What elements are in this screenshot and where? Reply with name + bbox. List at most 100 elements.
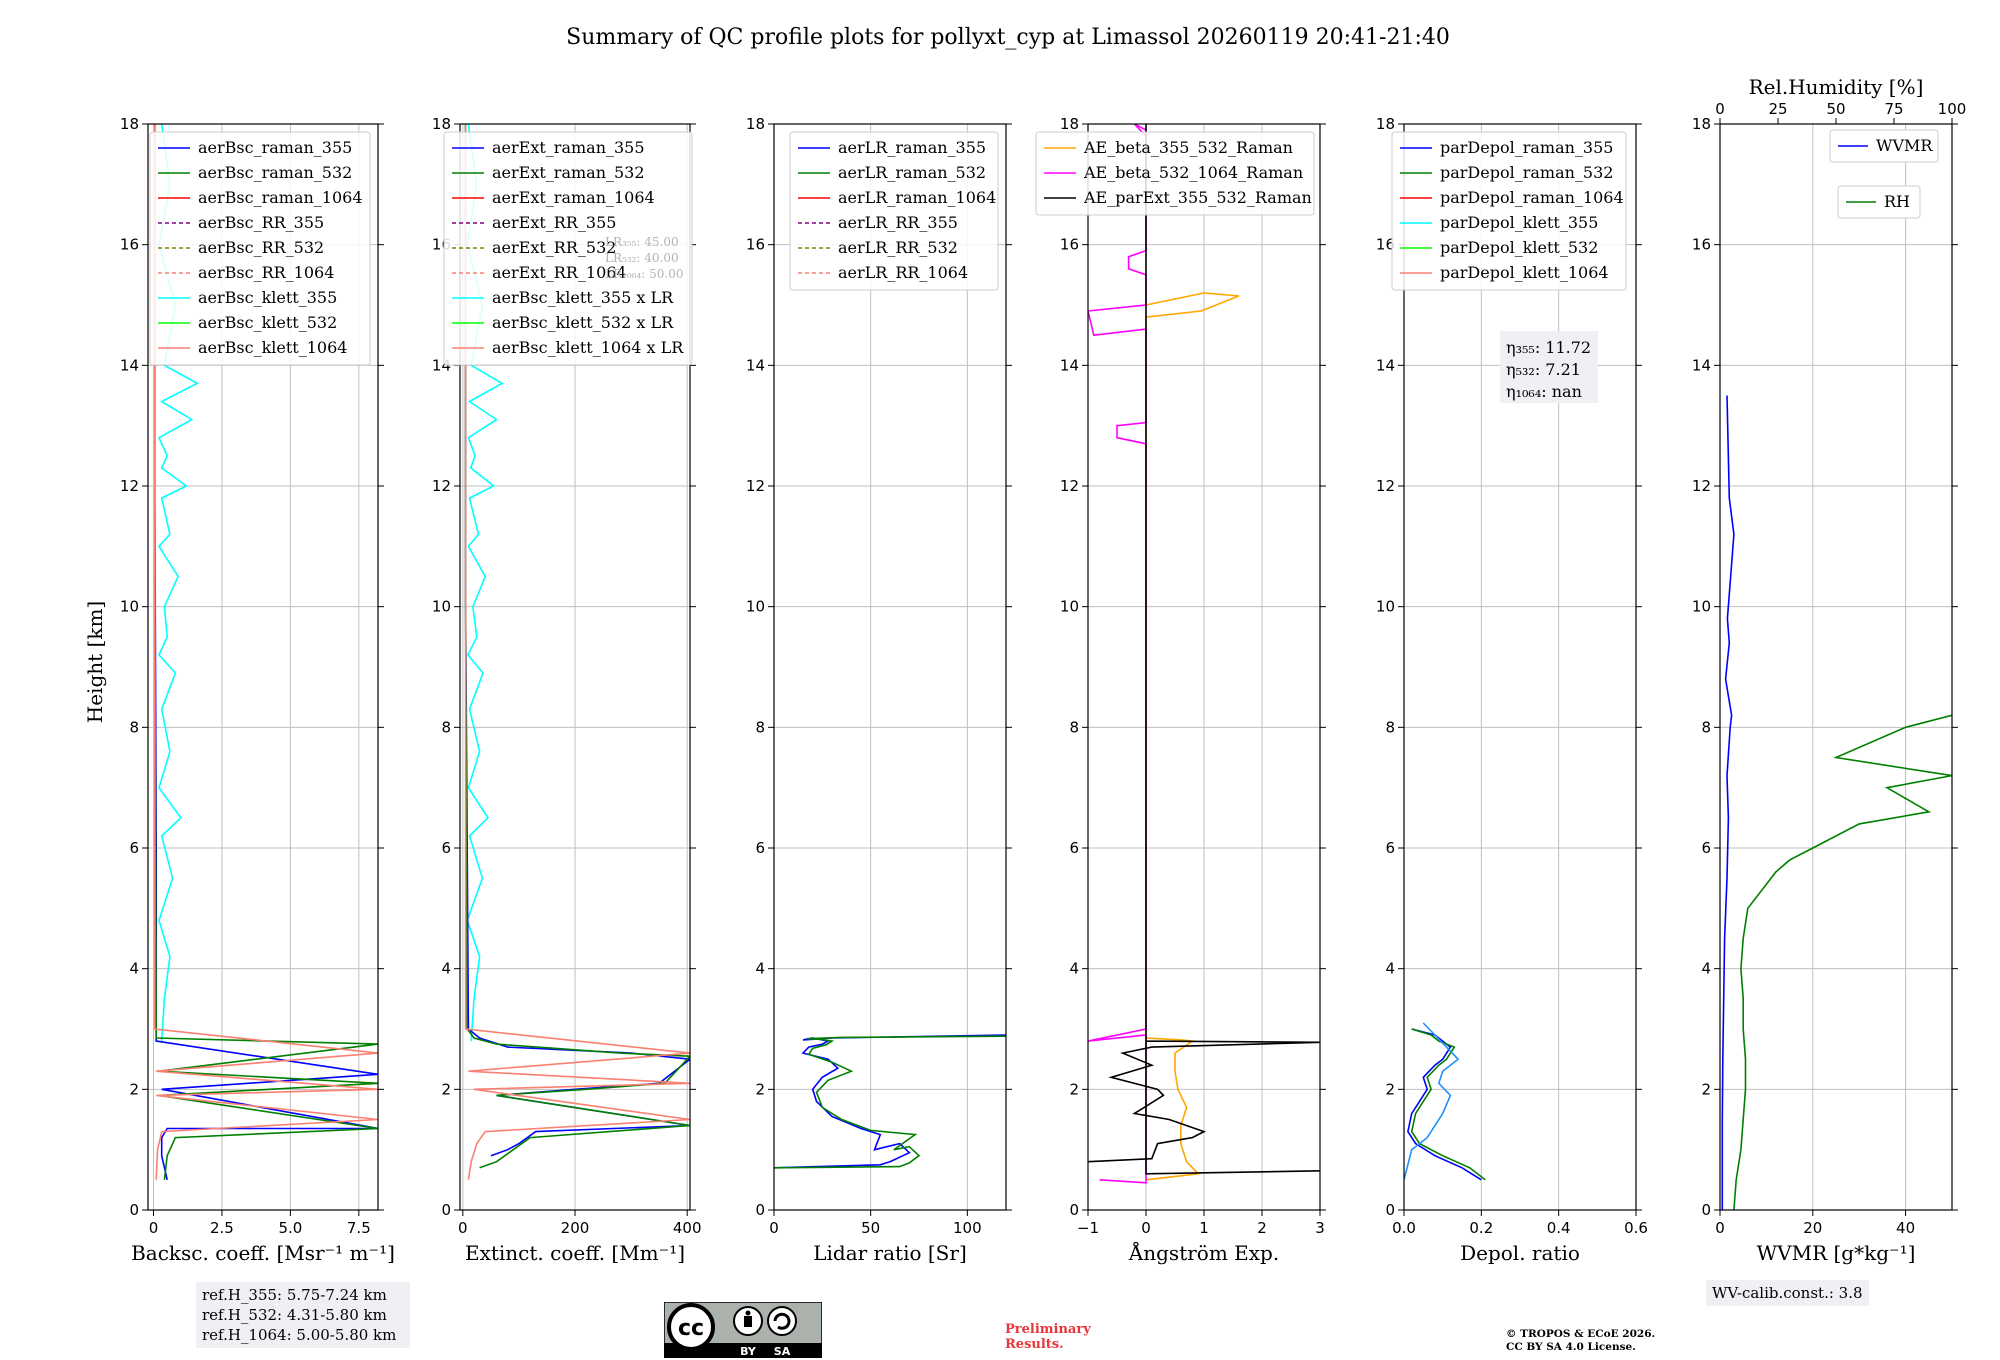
y-tick-label: 2 <box>1385 1080 1395 1098</box>
preliminary-note: Preliminary Results. <box>1005 1322 1091 1352</box>
legend-label: aerBsc_klett_355 <box>198 288 337 307</box>
series-group <box>774 1034 1006 1169</box>
legend-label: aerBsc_klett_355 x LR <box>492 288 674 307</box>
x-tick-label: 200 <box>561 1219 590 1237</box>
y-tick-label: 0 <box>441 1201 451 1219</box>
y-tick-label: 0 <box>129 1201 139 1219</box>
x-tick-label: 40 <box>1896 1219 1915 1237</box>
y-tick-label: 10 <box>1376 598 1395 616</box>
eta-label: η₃₅₅: 11.72 <box>1506 338 1591 357</box>
legend-label: aerBsc_klett_1064 <box>198 338 347 357</box>
legend-label: aerBsc_raman_1064 <box>198 188 363 207</box>
y-tick-label: 0 <box>755 1201 765 1219</box>
legend-rh-box <box>1837 185 1921 219</box>
cc-text: cc <box>678 1316 704 1341</box>
series-line-WVMR <box>1721 395 1735 1210</box>
legend-label: parDepol_klett_532 <box>1440 238 1598 257</box>
x-tick-label: 1 <box>1199 1219 1209 1237</box>
legend-label: aerBsc_RR_532 <box>198 238 324 257</box>
wv-calib-box: WV-calib.const.: 3.8 <box>1706 1280 1869 1306</box>
axes-frame <box>147 123 379 1211</box>
legend-label: aerBsc_raman_532 <box>198 163 352 182</box>
y-tick-label: 2 <box>755 1080 765 1098</box>
legend-label: aerLR_raman_355 <box>838 138 986 157</box>
top-x-axis-label: Rel.Humidity [%] <box>1749 75 1924 99</box>
y-tick-label: 8 <box>441 718 451 736</box>
y-tick-label: 8 <box>1069 718 1079 736</box>
legend-label: aerBsc_klett_532 <box>198 313 337 332</box>
y-tick-label: 16 <box>1692 236 1711 254</box>
series-line-aerLR_raman_532 <box>774 1035 1006 1169</box>
x-tick-label: 2.5 <box>210 1219 234 1237</box>
legend-box <box>443 131 693 366</box>
series-line-parDepol_raman_532 <box>1410 1028 1486 1181</box>
y-tick-label: 2 <box>1069 1080 1079 1098</box>
series-group <box>1404 1022 1486 1181</box>
legend-label: aerLR_RR_355 <box>838 213 958 232</box>
top-x-tick-label: 75 <box>1884 100 1903 118</box>
series-line-aerBsc_klett_355 <box>157 124 200 1042</box>
ref-heights-box: ref.H_355: 5.75-7.24 km ref.H_532: 4.31-… <box>196 1282 410 1348</box>
x-axis-label: Depol. ratio <box>1460 1241 1580 1265</box>
series-line-AE_beta_532_1064_Raman <box>1088 124 1147 1184</box>
y-tick-label: 14 <box>1376 356 1395 374</box>
legend: aerLR_raman_355 aerLR_raman_532 aerLR_rama… <box>789 131 999 291</box>
cc-by-sa-badge-icon: cc BY SA <box>664 1302 822 1358</box>
x-tick-label: −1 <box>1077 1219 1099 1237</box>
y-tick-label: 12 <box>432 477 451 495</box>
legend-label: aerBsc_klett_1064 x LR <box>492 338 684 357</box>
y-tick-label: 4 <box>441 960 451 978</box>
top-x-tick-label: 0 <box>1715 100 1725 118</box>
legend-box <box>789 131 999 291</box>
legend-box <box>1035 131 1315 216</box>
ref-height-355: ref.H_355: 5.75-7.24 km <box>202 1286 387 1304</box>
y-tick-label: 18 <box>746 115 765 133</box>
y-axis-label: Height [km] <box>83 601 107 723</box>
y-tick-label: 6 <box>1069 839 1079 857</box>
legend-label: aerExt_RR_355 <box>492 213 616 232</box>
by-text: BY <box>740 1345 757 1358</box>
top-x-tick-label: 50 <box>1826 100 1845 118</box>
legend: aerExt_raman_355 aerExt_raman_532 aerExt_r… <box>443 131 693 366</box>
series-line-AE_parExt_355_532_Raman <box>1088 124 1320 1175</box>
y-tick-label: 4 <box>755 960 765 978</box>
y-tick-label: 18 <box>1376 115 1395 133</box>
legend-box <box>1391 131 1627 291</box>
legend-label: aerExt_raman_532 <box>492 163 645 182</box>
top-x-tick-label: 100 <box>1938 100 1967 118</box>
ref-height-1064: ref.H_1064: 5.00-5.80 km <box>202 1326 397 1344</box>
eta-label: η₁₀₆₄: nan <box>1506 382 1582 401</box>
legend-wvmr-label: WVMR <box>1876 136 1933 155</box>
y-tick-label: 6 <box>129 839 139 857</box>
axes-frame <box>1403 123 1637 1211</box>
y-tick-label: 10 <box>1692 598 1711 616</box>
legend-label: aerBsc_RR_355 <box>198 213 324 232</box>
series-line-aerBsc_klett_1064 <box>154 124 378 1180</box>
legend-label: parDepol_raman_1064 <box>1440 188 1624 207</box>
panel-backscatter: 0 2 4 6 8 10 12 14 16 18 0 2.5 5.0 7.5 Backsc. coeff. … <box>120 115 395 1265</box>
x-tick-label: 0 <box>149 1219 159 1237</box>
y-tick-label: 6 <box>441 839 451 857</box>
legend-label: aerExt_raman_355 <box>492 138 645 157</box>
legend-label: parDepol_klett_1064 <box>1440 263 1609 282</box>
y-tick-label: 10 <box>432 598 451 616</box>
axes-frame <box>1719 123 1953 1211</box>
x-tick-label: 0 <box>1141 1219 1151 1237</box>
preliminary-line-2: Results. <box>1005 1337 1064 1352</box>
legend: AE_beta_355_532_Raman AE_beta_532_1064_Ra… <box>1035 131 1315 216</box>
legend-label: aerExt_RR_532 <box>492 238 616 257</box>
legend-label: aerBsc_klett_532 x LR <box>492 313 674 332</box>
legend-label: AE_beta_355_532_Raman <box>1083 138 1293 157</box>
axes-frame <box>773 123 1007 1211</box>
series-group <box>154 124 378 1180</box>
y-tick-label: 14 <box>1060 356 1079 374</box>
series-group <box>1721 395 1952 1210</box>
x-tick-label: 400 <box>673 1219 702 1237</box>
y-tick-label: 10 <box>746 598 765 616</box>
legend-label: AE_parExt_355_532_Raman <box>1083 188 1312 207</box>
y-tick-label: 4 <box>129 960 139 978</box>
series-line-parDepol_klett_355 <box>1404 1022 1460 1180</box>
